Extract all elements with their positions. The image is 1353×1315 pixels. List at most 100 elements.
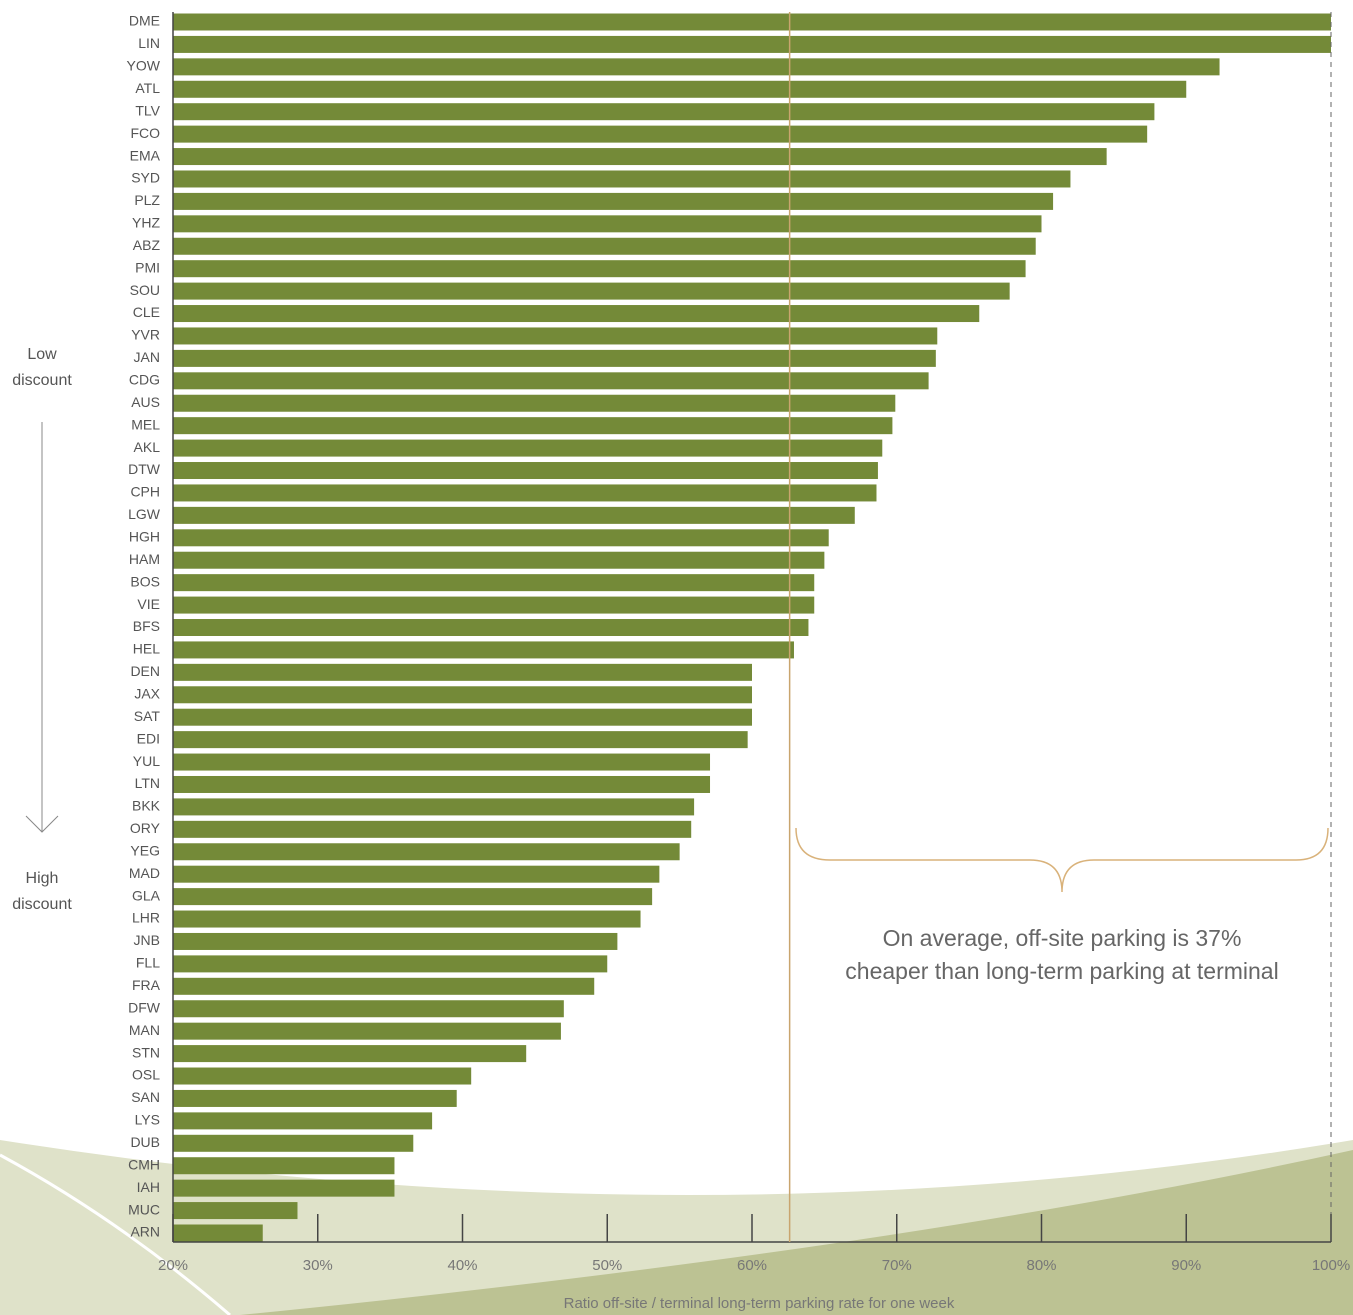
bar bbox=[173, 753, 711, 771]
category-label: CDG bbox=[129, 372, 160, 388]
bar bbox=[173, 349, 936, 367]
side-label: High bbox=[26, 870, 59, 887]
bar bbox=[173, 574, 815, 592]
x-tick-label: 100% bbox=[1312, 1257, 1350, 1274]
bar bbox=[173, 910, 641, 928]
x-tick-label: 20% bbox=[158, 1257, 188, 1274]
bar bbox=[173, 798, 695, 816]
category-label: AKL bbox=[134, 439, 161, 455]
category-label: MUC bbox=[128, 1201, 160, 1217]
bar bbox=[173, 775, 711, 793]
x-tick-label: 80% bbox=[1026, 1257, 1056, 1274]
bar bbox=[173, 260, 1026, 278]
category-label: JAN bbox=[134, 349, 160, 365]
category-label: FCO bbox=[130, 125, 160, 141]
x-axis-title: Ratio off-site / terminal long-term park… bbox=[564, 1295, 955, 1312]
bar bbox=[173, 1089, 457, 1107]
category-label: LTN bbox=[135, 775, 160, 791]
bar bbox=[173, 170, 1071, 188]
category-label: LHR bbox=[132, 910, 160, 926]
category-label: JNB bbox=[134, 932, 160, 948]
bar bbox=[173, 484, 877, 502]
annotation: On average, off-site parking is 37% bbox=[883, 925, 1242, 951]
bar bbox=[173, 13, 1331, 31]
category-label: HGH bbox=[129, 528, 160, 544]
bar bbox=[173, 529, 829, 547]
brace bbox=[795, 827, 1329, 893]
category-label: SYD bbox=[131, 170, 160, 186]
category-label: CMH bbox=[128, 1156, 160, 1172]
bar bbox=[173, 865, 660, 883]
category-label: HAM bbox=[129, 551, 160, 567]
category-label: PLZ bbox=[134, 192, 160, 208]
category-label: YUL bbox=[133, 753, 160, 769]
annotation: cheaper than long-term parking at termin… bbox=[845, 958, 1278, 984]
background-curve bbox=[0, 1153, 231, 1315]
arrow-head bbox=[25, 815, 59, 833]
category-label: CLE bbox=[133, 304, 160, 320]
bar bbox=[173, 282, 1010, 300]
category-label: DEN bbox=[130, 663, 160, 679]
bar bbox=[173, 103, 1155, 121]
bar bbox=[173, 551, 825, 569]
category-label: ABZ bbox=[133, 237, 161, 253]
bar bbox=[173, 641, 794, 659]
category-label: DUB bbox=[130, 1134, 160, 1150]
bar bbox=[173, 1067, 472, 1085]
category-label: TLV bbox=[135, 102, 160, 118]
category-label: DME bbox=[129, 13, 160, 29]
bar bbox=[173, 843, 680, 861]
category-label: SOU bbox=[130, 282, 160, 298]
category-label: SAT bbox=[134, 708, 161, 724]
x-tick-label: 50% bbox=[592, 1257, 622, 1274]
bar bbox=[173, 417, 893, 435]
bar bbox=[173, 955, 608, 973]
category-label: LGW bbox=[128, 506, 161, 522]
category-label: YVR bbox=[131, 327, 160, 343]
category-label: VIE bbox=[137, 596, 160, 612]
x-tick-label: 70% bbox=[882, 1257, 912, 1274]
category-label: OSL bbox=[132, 1067, 160, 1083]
x-tick-label: 40% bbox=[447, 1257, 477, 1274]
bar bbox=[173, 686, 752, 704]
bar bbox=[173, 1134, 414, 1152]
x-tick-label: 60% bbox=[737, 1257, 767, 1274]
category-label: JAX bbox=[134, 685, 160, 701]
bar bbox=[173, 596, 815, 614]
bar bbox=[173, 731, 748, 749]
category-label: BFS bbox=[133, 618, 160, 634]
category-label: ARN bbox=[130, 1224, 160, 1240]
bar bbox=[173, 1202, 298, 1220]
bar bbox=[173, 192, 1054, 210]
side-label: discount bbox=[12, 896, 72, 913]
category-label: ORY bbox=[130, 820, 161, 836]
category-label: BOS bbox=[130, 573, 160, 589]
category-label: LYS bbox=[135, 1112, 160, 1128]
category-label: PMI bbox=[135, 259, 160, 275]
category-label: YOW bbox=[127, 58, 161, 74]
bar bbox=[173, 305, 980, 323]
category-label: MEL bbox=[131, 416, 160, 432]
category-label: CPH bbox=[130, 484, 160, 500]
category-label: LIN bbox=[138, 35, 160, 51]
bar bbox=[173, 372, 929, 390]
side-label: Low bbox=[27, 346, 57, 363]
bar bbox=[173, 1022, 561, 1040]
category-label: BKK bbox=[132, 798, 161, 814]
category-label: EDI bbox=[137, 730, 160, 746]
category-label: IAH bbox=[137, 1179, 160, 1195]
bar bbox=[173, 58, 1220, 76]
bar bbox=[173, 1179, 395, 1197]
category-label: ATL bbox=[135, 80, 160, 96]
category-label: FRA bbox=[132, 977, 161, 993]
bar bbox=[173, 977, 595, 995]
bar bbox=[173, 888, 653, 906]
bar bbox=[173, 148, 1107, 166]
bar bbox=[173, 506, 855, 524]
category-label: STN bbox=[132, 1044, 160, 1060]
bar bbox=[173, 215, 1042, 233]
category-label: SAN bbox=[131, 1089, 160, 1105]
category-label: YEG bbox=[130, 842, 160, 858]
bar bbox=[173, 932, 618, 950]
bar bbox=[173, 1112, 433, 1130]
